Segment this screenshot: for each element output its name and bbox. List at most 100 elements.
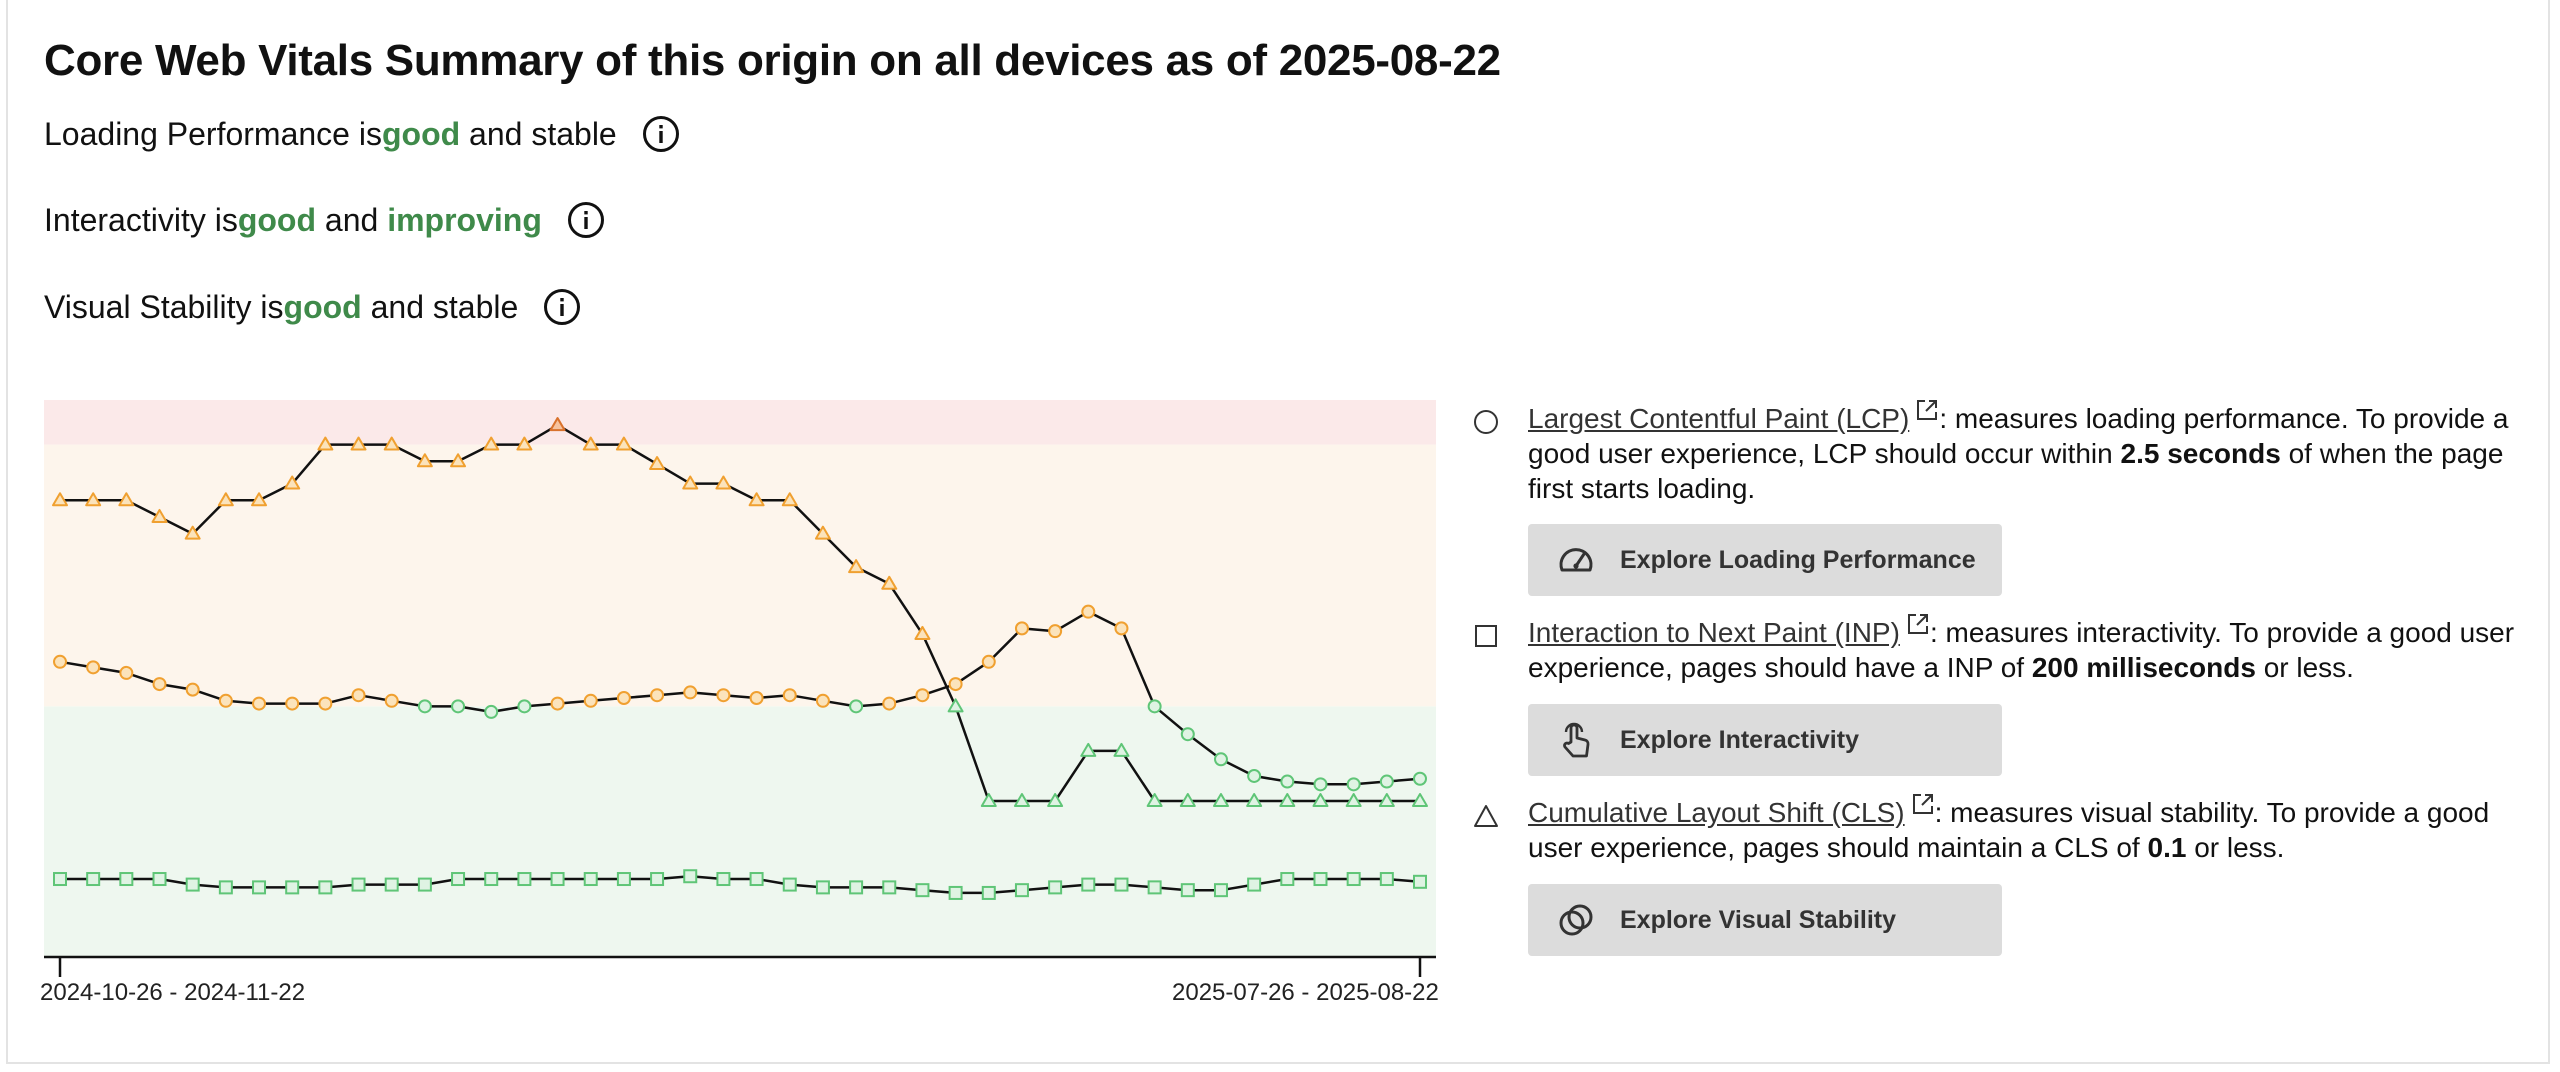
data-point-circle — [683, 685, 698, 700]
touch-hand-icon — [1563, 722, 1590, 758]
data-point-square — [417, 877, 432, 892]
data-point-circle — [1379, 774, 1394, 789]
data-point-circle — [749, 690, 764, 705]
trend-chart — [44, 400, 1436, 977]
data-point-triangle — [914, 625, 931, 640]
explore-interactivity-button[interactable]: Explore Interactivity — [1528, 704, 2002, 776]
data-point-circle — [948, 677, 963, 692]
data-point-triangle — [549, 417, 566, 432]
x-axis-first-label: 2024-10-26 - 2024-11-22 — [40, 979, 306, 1006]
cls-link[interactable]: Cumulative Layout Shift (CLS) — [1528, 797, 1905, 828]
data-point-circle — [1081, 604, 1096, 619]
metric-threshold: 2.5 seconds — [2120, 438, 2281, 469]
data-point-circle — [650, 688, 665, 703]
summary-trend: improving — [387, 202, 542, 238]
data-point-square — [815, 880, 830, 895]
data-point-square — [1280, 872, 1295, 887]
data-point-circle — [1180, 727, 1195, 742]
data-point-triangle — [416, 453, 433, 468]
external-link-icon[interactable] — [1915, 398, 1939, 422]
data-point-circle — [417, 699, 432, 714]
triangle-marker-icon — [1474, 805, 1498, 827]
speedometer-icon — [1559, 548, 1593, 572]
data-point-triangle — [781, 492, 798, 507]
data-point-square — [351, 877, 366, 892]
summary-interactivity: Interactivity is good and improving — [44, 198, 606, 242]
data-point-triangle — [649, 456, 666, 471]
data-point-square — [484, 872, 499, 887]
data-point-circle — [384, 693, 399, 708]
data-point-square — [1379, 872, 1394, 887]
data-point-circle — [583, 693, 598, 708]
data-point-circle — [716, 688, 731, 703]
data-point-circle — [849, 699, 864, 714]
data-point-square — [218, 880, 233, 895]
button-label: Explore Loading Performance — [1620, 545, 1976, 574]
data-point-square — [915, 883, 930, 898]
metric-description: Largest Contentful Paint (LCP): measures… — [1528, 398, 2528, 506]
data-point-circle — [53, 654, 67, 669]
summary-status: good — [237, 202, 317, 238]
metric-description: Interaction to Next Paint (INP): measure… — [1528, 612, 2528, 685]
data-point-circle — [815, 693, 830, 708]
data-point-circle — [616, 690, 631, 705]
data-point-circle — [86, 660, 101, 675]
data-point-square — [849, 880, 864, 895]
data-point-triangle — [350, 436, 367, 451]
data-point-triangle — [151, 508, 168, 523]
data-point-triangle — [881, 575, 898, 590]
data-point-triangle — [1212, 793, 1229, 808]
data-point-triangle — [1246, 793, 1263, 808]
data-point-circle — [915, 688, 930, 703]
data-point-circle — [185, 682, 200, 697]
summary-middle: and — [460, 116, 532, 152]
metric-text-after: or less. — [2186, 832, 2285, 863]
data-point-square — [749, 872, 764, 887]
data-point-square — [86, 872, 101, 887]
explore-visual-stability-button[interactable]: Explore Visual Stability — [1528, 884, 2002, 956]
metric-description: Cumulative Layout Shift (CLS): measures … — [1528, 792, 2528, 865]
square-marker-icon — [1475, 625, 1497, 647]
data-point-triangle — [483, 436, 500, 451]
data-point-square — [650, 872, 665, 887]
data-point-square — [252, 880, 267, 895]
data-point-circle — [252, 696, 267, 711]
data-point-circle — [119, 665, 134, 680]
data-point-square — [53, 872, 67, 887]
data-point-triangle — [1179, 793, 1196, 808]
summary-middle: and — [361, 289, 433, 325]
explore-loading-button[interactable]: Explore Loading Performance — [1528, 524, 2002, 596]
data-point-circle — [484, 704, 499, 719]
data-point-triangle — [1378, 793, 1395, 808]
info-icon[interactable] — [542, 287, 582, 327]
data-point-circle — [1147, 699, 1162, 714]
info-icon[interactable] — [641, 114, 681, 154]
data-point-circle — [517, 699, 532, 714]
data-point-triangle — [52, 492, 68, 507]
metric-threshold: 200 milliseconds — [2031, 652, 2256, 683]
summary-status: good — [283, 289, 362, 325]
data-point-triangle — [1345, 793, 1362, 808]
data-point-square — [716, 872, 731, 887]
summary-trend: stable — [432, 289, 519, 325]
data-point-triangle — [715, 475, 732, 490]
data-point-square — [1147, 880, 1162, 895]
data-point-square — [517, 872, 532, 887]
data-point-square — [1081, 877, 1096, 892]
external-link-icon[interactable] — [1911, 792, 1935, 816]
data-point-triangle — [251, 492, 268, 507]
data-point-square — [318, 880, 333, 895]
summary-prefix: Loading Performance is — [44, 116, 382, 152]
data-point-square — [1048, 880, 1063, 895]
x-axis-last-label: 2025-07-26 - 2025-08-22 — [1172, 979, 1439, 1006]
metric-text: : measures visual stability. To provide … — [1528, 797, 2490, 863]
external-link-icon[interactable] — [1906, 612, 1930, 636]
data-point-square — [948, 885, 963, 900]
lcp-link[interactable]: Largest Contentful Paint (LCP) — [1528, 403, 1910, 434]
info-icon[interactable] — [566, 200, 606, 240]
data-point-square — [1180, 883, 1195, 898]
data-point-circle — [981, 654, 996, 669]
data-point-triangle — [516, 436, 533, 451]
summary-visual-stability: Visual Stability is good and stable — [44, 285, 582, 329]
inp-link[interactable]: Interaction to Next Paint (INP) — [1528, 617, 1900, 648]
